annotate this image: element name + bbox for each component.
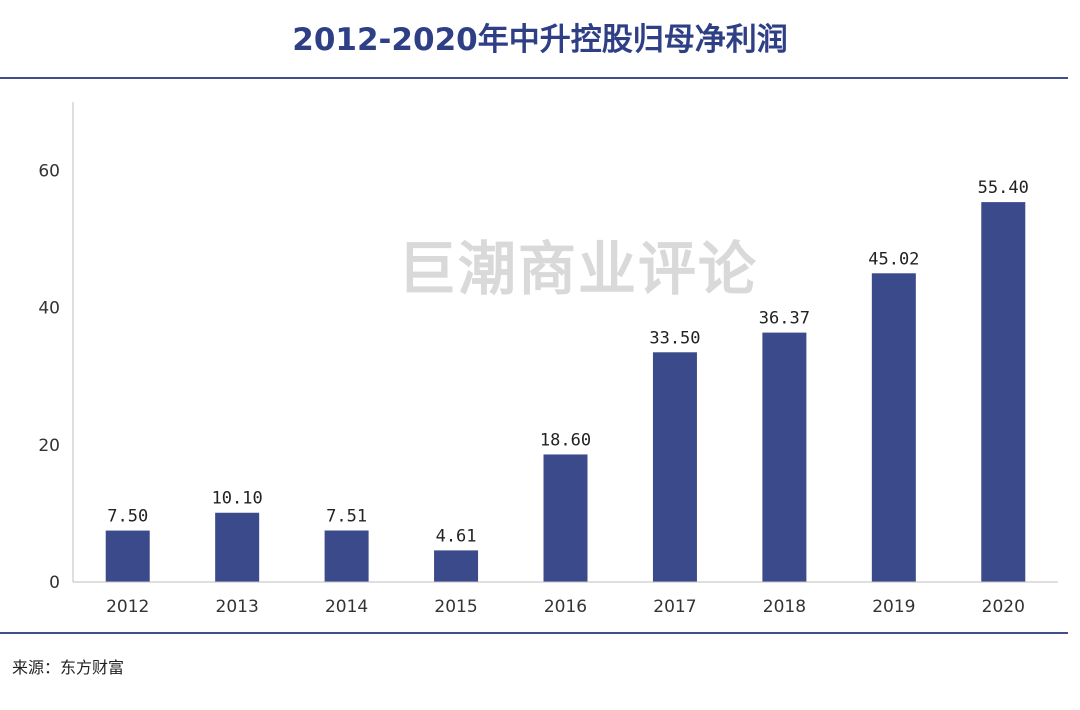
x-axis: 2012 2013 2014 2015 2016 2017 2018 2019 2020: [73, 581, 1058, 617]
watermark: 巨潮商业评论: [398, 235, 759, 303]
source-note: 来源：东方财富: [12, 658, 125, 677]
bar-2013: [215, 512, 260, 582]
x-tick-label-2017: 2017: [653, 597, 696, 617]
x-tick-label-2015: 2015: [434, 597, 477, 617]
y-tick-label: 60: [38, 162, 60, 182]
data-label-2018: 36.37: [759, 309, 810, 329]
x-tick-label-2020: 2020: [982, 597, 1025, 617]
y-tick-label: 0: [49, 573, 60, 593]
bar-2020: [981, 202, 1026, 582]
data-label-2012: 7.50: [107, 507, 148, 527]
footer-divider: [0, 632, 1068, 634]
x-tick-label-2018: 2018: [763, 597, 806, 617]
bar-2017: [652, 352, 697, 582]
bar-2018: [762, 332, 807, 582]
bars: [105, 202, 1026, 582]
bar-chart: 0 20 40 60 7.50 10.10 7.51 4.61 18.60 33.50 36.37…: [38, 102, 1058, 617]
x-tick-label-2013: 2013: [216, 597, 259, 617]
y-axis: 0 20 40 60: [38, 102, 74, 593]
x-tick-label-2014: 2014: [325, 597, 368, 617]
data-label-2015: 4.61: [436, 526, 477, 546]
chart-title: 2012-2020年中升控股归母净利润: [292, 22, 788, 58]
y-tick-label: 40: [38, 299, 60, 319]
title-divider: [0, 77, 1068, 79]
bar-2019: [871, 273, 916, 582]
data-label-2020: 55.40: [978, 178, 1029, 198]
data-labels: 7.50 10.10 7.51 4.61 18.60 33.50 36.37 45.02 55.…: [107, 178, 1029, 546]
data-label-2019: 45.02: [868, 249, 919, 269]
x-tick-label-2019: 2019: [872, 597, 915, 617]
bar-2014: [324, 530, 369, 582]
data-label-2014: 7.51: [326, 507, 367, 527]
y-tick-label: 20: [38, 436, 60, 456]
bar-2012: [105, 530, 150, 582]
x-tick-label-2012: 2012: [106, 597, 149, 617]
bar-2016: [543, 454, 588, 582]
x-tick-label-2016: 2016: [544, 597, 587, 617]
data-label-2013: 10.10: [212, 489, 263, 509]
bar-2015: [434, 550, 479, 582]
data-label-2016: 18.60: [540, 430, 591, 450]
data-label-2017: 33.50: [649, 328, 700, 348]
